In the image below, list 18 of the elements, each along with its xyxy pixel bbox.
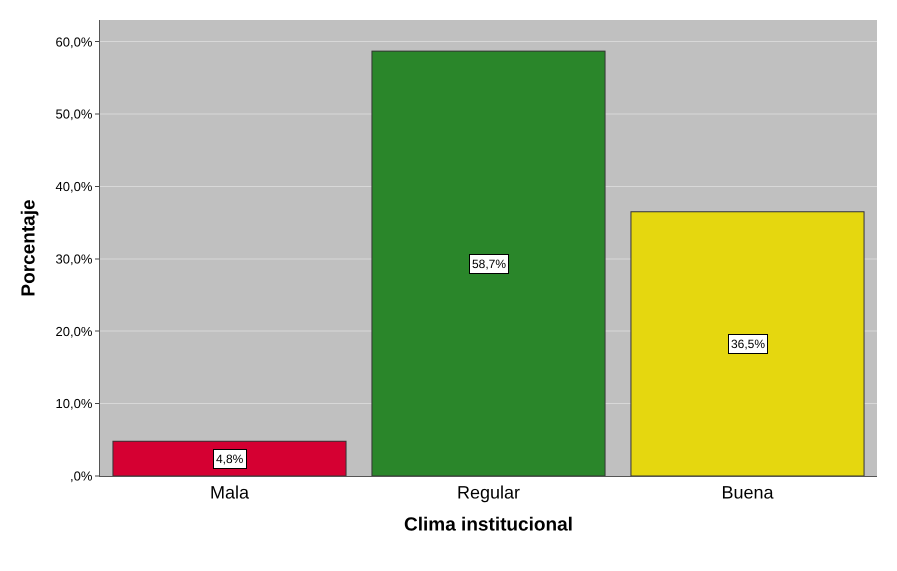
y-tick-label: 30,0% [56,251,93,266]
bar [630,211,865,476]
y-tick-label: 20,0% [56,324,93,339]
x-tick-label: Buena [721,482,775,503]
y-tick-label: ,0% [70,468,93,484]
x-axis-title: Clima institucional [404,514,573,536]
y-tick-label: 10,0% [56,396,93,412]
data-label: 36,5% [731,337,766,351]
bar [112,440,347,476]
y-tick-label: 50,0% [56,106,93,122]
x-tick-label: Mala [210,482,250,503]
y-tick-label: 60,0% [56,34,93,50]
data-label: 4,8% [216,452,244,466]
y-tick-label: 40,0% [56,179,93,194]
x-tick-label: Regular [456,482,520,503]
y-axis-title: Porcentaje [18,199,40,297]
data-label: 58,7% [472,257,506,271]
bar [371,50,606,476]
